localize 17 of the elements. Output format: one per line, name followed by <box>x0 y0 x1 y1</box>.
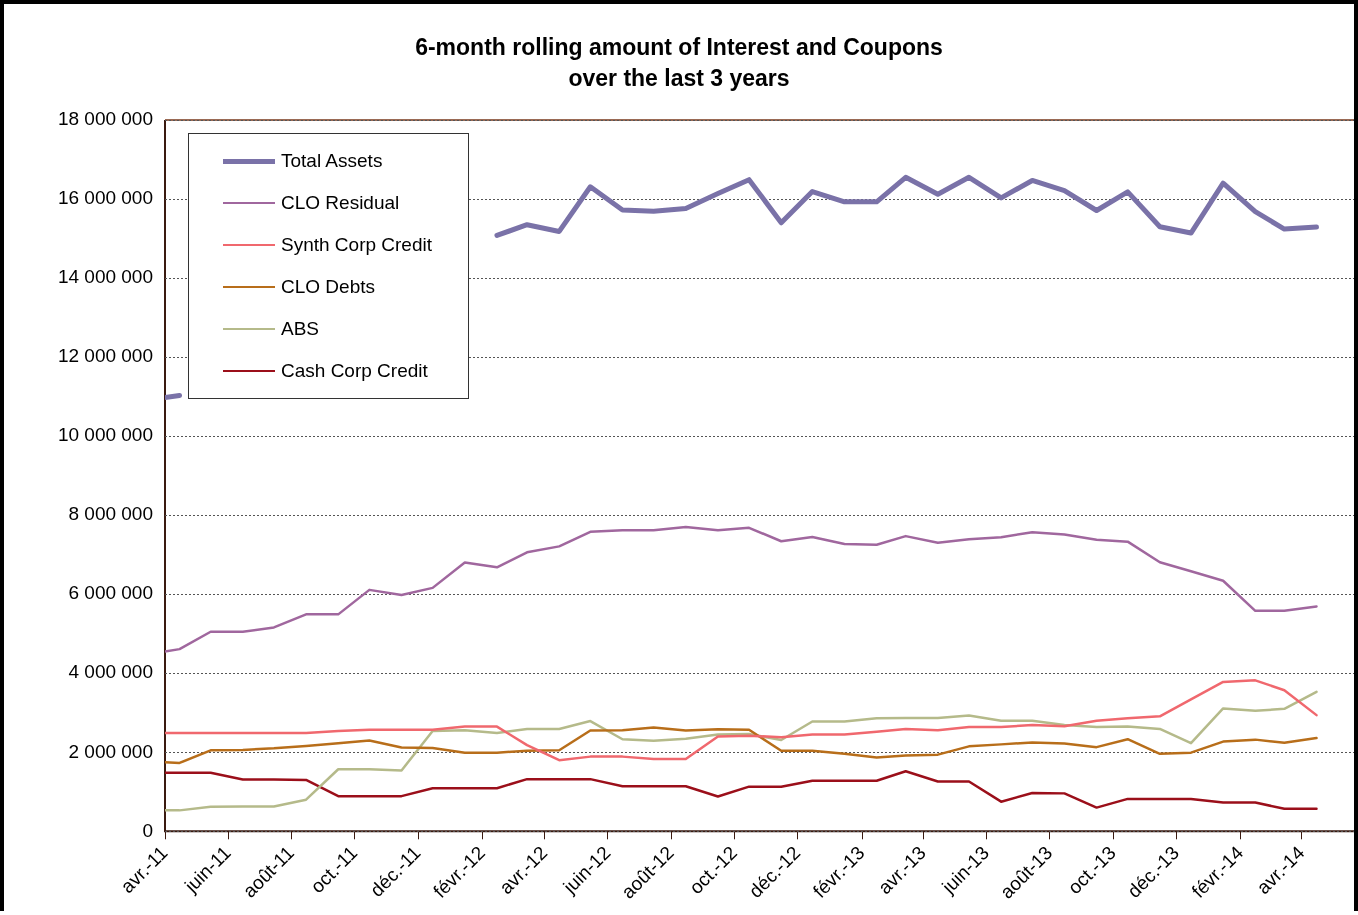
y-tick-label: 14 000 000 <box>57 266 153 288</box>
y-tick-label: 0 <box>142 819 153 841</box>
legend-label: Cash Corp Credit <box>281 360 428 382</box>
legend-label: Synth Corp Credit <box>281 234 433 256</box>
y-tick-label: 6 000 000 <box>68 582 153 604</box>
legend-label: Total Assets <box>281 150 383 172</box>
y-tick-label: 2 000 000 <box>68 740 153 762</box>
y-tick-label: 16 000 000 <box>57 187 153 209</box>
y-tick-label: 18 000 000 <box>57 108 153 130</box>
chart-title: 6-month rolling amount of Interest and Coupons over the last 3 years <box>414 33 944 93</box>
y-tick-label: 4 000 000 <box>68 661 153 683</box>
legend-label: ABS <box>281 318 320 340</box>
y-tick-label: 10 000 000 <box>57 424 153 446</box>
legend-label: CLO Residual <box>281 192 400 214</box>
y-tick-label: 8 000 000 <box>68 503 153 525</box>
y-tick-label: 12 000 000 <box>57 345 153 367</box>
legend-label: CLO Debts <box>281 276 375 298</box>
